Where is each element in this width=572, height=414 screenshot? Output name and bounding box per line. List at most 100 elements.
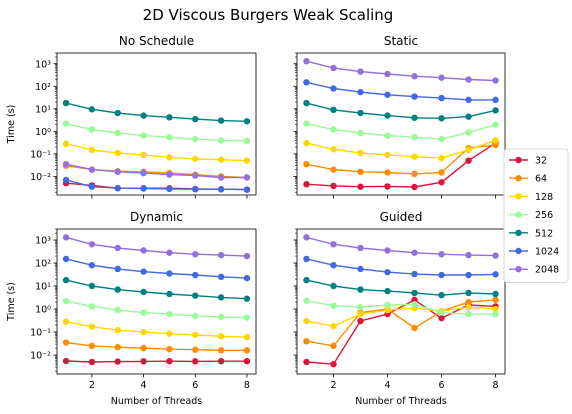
data-point [492, 77, 499, 84]
data-point [217, 117, 225, 124]
data-point [411, 249, 418, 256]
data-point [88, 166, 96, 173]
series-128 [62, 140, 251, 164]
legend-entry-512: 512 [509, 228, 553, 239]
x-tick-label: 4 [384, 380, 390, 391]
data-point [62, 276, 70, 284]
legend-marker [515, 211, 522, 218]
data-point [192, 251, 199, 258]
series-line [65, 122, 248, 142]
data-point [114, 358, 121, 365]
data-point [62, 120, 70, 127]
data-point [411, 73, 418, 80]
series-line [306, 60, 496, 82]
data-point [62, 176, 70, 184]
data-point [330, 182, 337, 190]
data-point [192, 186, 199, 193]
data-point [166, 345, 173, 353]
panel-no-schedule: No Schedule 10⁻² 10⁻¹ 10⁰ 10¹ 10² 10³ Time (s) [6, 34, 257, 199]
legend-entry-128: 128 [509, 192, 553, 203]
data-point [166, 330, 173, 337]
data-point [217, 313, 225, 321]
data-point [88, 282, 96, 290]
series-2048 [62, 234, 251, 260]
data-point [140, 151, 147, 159]
data-point [192, 271, 199, 279]
data-point [192, 172, 199, 179]
data-point [303, 79, 310, 86]
data-point [384, 112, 391, 119]
data-point [357, 183, 364, 190]
data-point [492, 96, 499, 104]
data-point [357, 317, 364, 325]
data-point [465, 271, 472, 279]
data-point [384, 301, 391, 309]
data-point [62, 297, 70, 305]
data-point [492, 141, 499, 149]
data-point [330, 342, 337, 350]
x-axis-label: Number of Threads [111, 396, 203, 407]
y-tick-label: 10² [35, 82, 51, 93]
series-256 [62, 120, 251, 145]
series-512 [62, 276, 251, 302]
data-point [384, 247, 391, 254]
data-point [243, 333, 251, 341]
data-point [166, 154, 173, 161]
series-512 [62, 99, 251, 125]
data-point [166, 114, 173, 121]
legend-label: 1024 [535, 247, 559, 258]
data-point [330, 106, 337, 114]
data-point [411, 153, 418, 160]
data-point [166, 185, 173, 193]
series-line [306, 300, 496, 315]
data-point [438, 291, 445, 299]
data-point [330, 322, 337, 330]
data-point [357, 310, 364, 318]
data-point [438, 271, 445, 279]
series-line [306, 236, 496, 257]
x-axis-label: Number of Threads [355, 396, 447, 407]
x-tick-label: 2 [330, 380, 336, 391]
legend-label: 128 [535, 192, 553, 203]
series-line [306, 102, 496, 120]
data-point [140, 288, 147, 296]
data-point [88, 342, 96, 350]
series-2048 [303, 57, 499, 84]
series-line [306, 139, 496, 159]
data-point [465, 289, 472, 297]
data-point [114, 185, 121, 192]
data-point [88, 146, 96, 154]
x-tick-label: 6 [438, 380, 444, 391]
data-point [438, 309, 445, 316]
data-point [217, 347, 225, 354]
legend-marker [515, 175, 522, 182]
data-point [357, 68, 364, 75]
data-point [330, 360, 337, 368]
data-point [411, 289, 418, 297]
y-tick-label: 10³ [35, 235, 51, 246]
legend-marker [515, 156, 522, 164]
data-point [243, 157, 251, 164]
data-point [303, 139, 310, 147]
data-point [384, 287, 391, 295]
data-point [217, 357, 225, 365]
data-point [303, 57, 310, 65]
data-point [330, 302, 337, 309]
data-point [88, 106, 96, 113]
data-point [303, 181, 310, 188]
y-tick-label: 10¹ [35, 282, 51, 293]
data-point [140, 247, 147, 254]
x-tick-label: 2 [89, 380, 95, 391]
series-64 [303, 141, 499, 178]
y-tick-label: 10⁻² [30, 172, 51, 183]
data-point [465, 146, 472, 154]
series-64 [62, 339, 251, 354]
data-point [62, 357, 70, 365]
data-point [88, 262, 96, 269]
data-point [192, 155, 199, 163]
data-point [357, 129, 364, 137]
data-point [384, 70, 391, 78]
data-point [330, 241, 337, 248]
data-point [357, 168, 364, 176]
series-line [306, 142, 496, 188]
